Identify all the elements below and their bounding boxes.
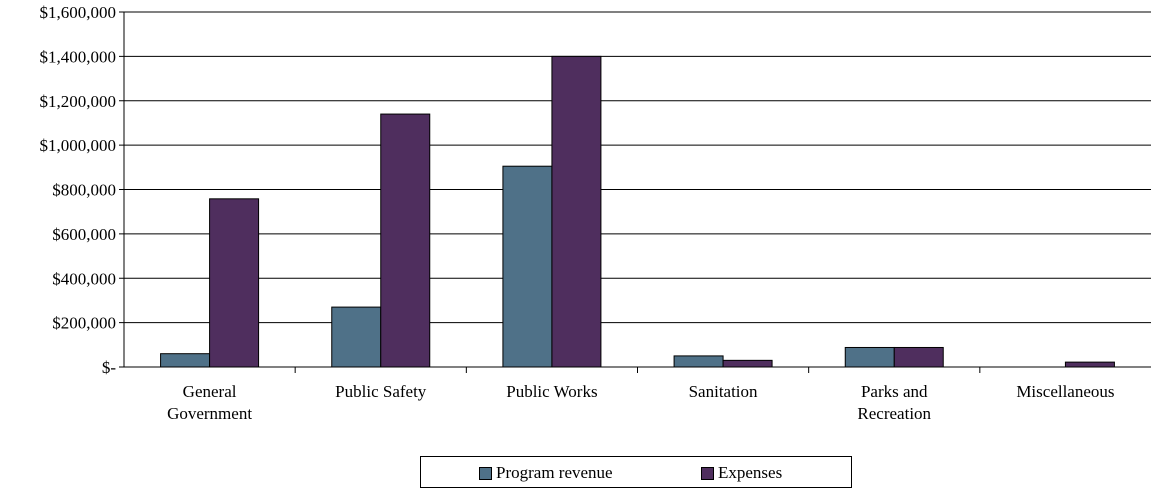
x-tick-label-line: Parks and bbox=[861, 382, 928, 401]
bar-program-revenue bbox=[844, 346, 895, 368]
y-tick-label: $1,000,000 bbox=[40, 136, 117, 155]
x-tick-label: General Government bbox=[167, 382, 252, 423]
bar-expenses bbox=[893, 346, 944, 368]
y-tick-label: $1,400,000 bbox=[40, 47, 117, 66]
x-axis-ticks: General Government Public Safety Public Wor… bbox=[167, 367, 1115, 423]
bar-expenses bbox=[380, 113, 431, 368]
x-tick-label-line: Public Works bbox=[506, 382, 597, 401]
x-tick-label: Public Safety bbox=[335, 382, 427, 401]
gridlines bbox=[124, 11, 1151, 324]
legend-item-expenses: Expenses bbox=[701, 463, 782, 483]
bars bbox=[160, 55, 1115, 368]
x-tick-label-line: Government bbox=[167, 404, 252, 423]
y-axis-ticks: $- $200,000 $400,000 $600,000 $800,000 $1,000… bbox=[40, 3, 124, 377]
bar-chart: $- $200,000 $400,000 $600,000 $800,000 $1,000… bbox=[40, 3, 1151, 423]
x-tick-label-line: General bbox=[183, 382, 237, 401]
x-tick-label: Miscellaneous bbox=[1016, 382, 1114, 401]
bar-program-revenue bbox=[331, 306, 382, 368]
y-tick-label: $800,000 bbox=[52, 181, 116, 200]
legend-swatch-expenses bbox=[701, 466, 714, 480]
x-tick-label-line: Miscellaneous bbox=[1016, 382, 1114, 401]
x-tick-label: Sanitation bbox=[689, 382, 758, 401]
bar-program-revenue bbox=[160, 353, 211, 368]
x-tick-label-line: Sanitation bbox=[689, 382, 758, 401]
legend-item-program-revenue: Program revenue bbox=[479, 463, 613, 483]
y-tick-label: $1,200,000 bbox=[40, 92, 117, 111]
bar-expenses bbox=[722, 359, 773, 368]
bar-expenses bbox=[551, 55, 602, 368]
x-tick-label: Parks and Recreation bbox=[857, 382, 931, 423]
legend: Program revenue Expenses bbox=[420, 456, 852, 488]
legend-label-expenses: Expenses bbox=[718, 463, 783, 482]
y-tick-label: $400,000 bbox=[52, 269, 116, 288]
legend-label-program-revenue: Program revenue bbox=[496, 463, 613, 482]
bar-program-revenue bbox=[502, 165, 553, 368]
bar-program-revenue bbox=[673, 355, 724, 368]
y-tick-label: $600,000 bbox=[52, 225, 116, 244]
y-tick-label: $200,000 bbox=[52, 314, 116, 333]
bar-expenses bbox=[1064, 361, 1115, 368]
x-tick-label-line: Public Safety bbox=[335, 382, 427, 401]
x-tick-label-line: Recreation bbox=[857, 404, 931, 423]
y-tick-label: $1,600,000 bbox=[40, 3, 117, 22]
bar-expenses bbox=[209, 198, 260, 368]
y-tick-label: $- bbox=[102, 358, 117, 377]
x-tick-label: Public Works bbox=[506, 382, 597, 401]
legend-swatch-program-revenue bbox=[479, 466, 492, 480]
